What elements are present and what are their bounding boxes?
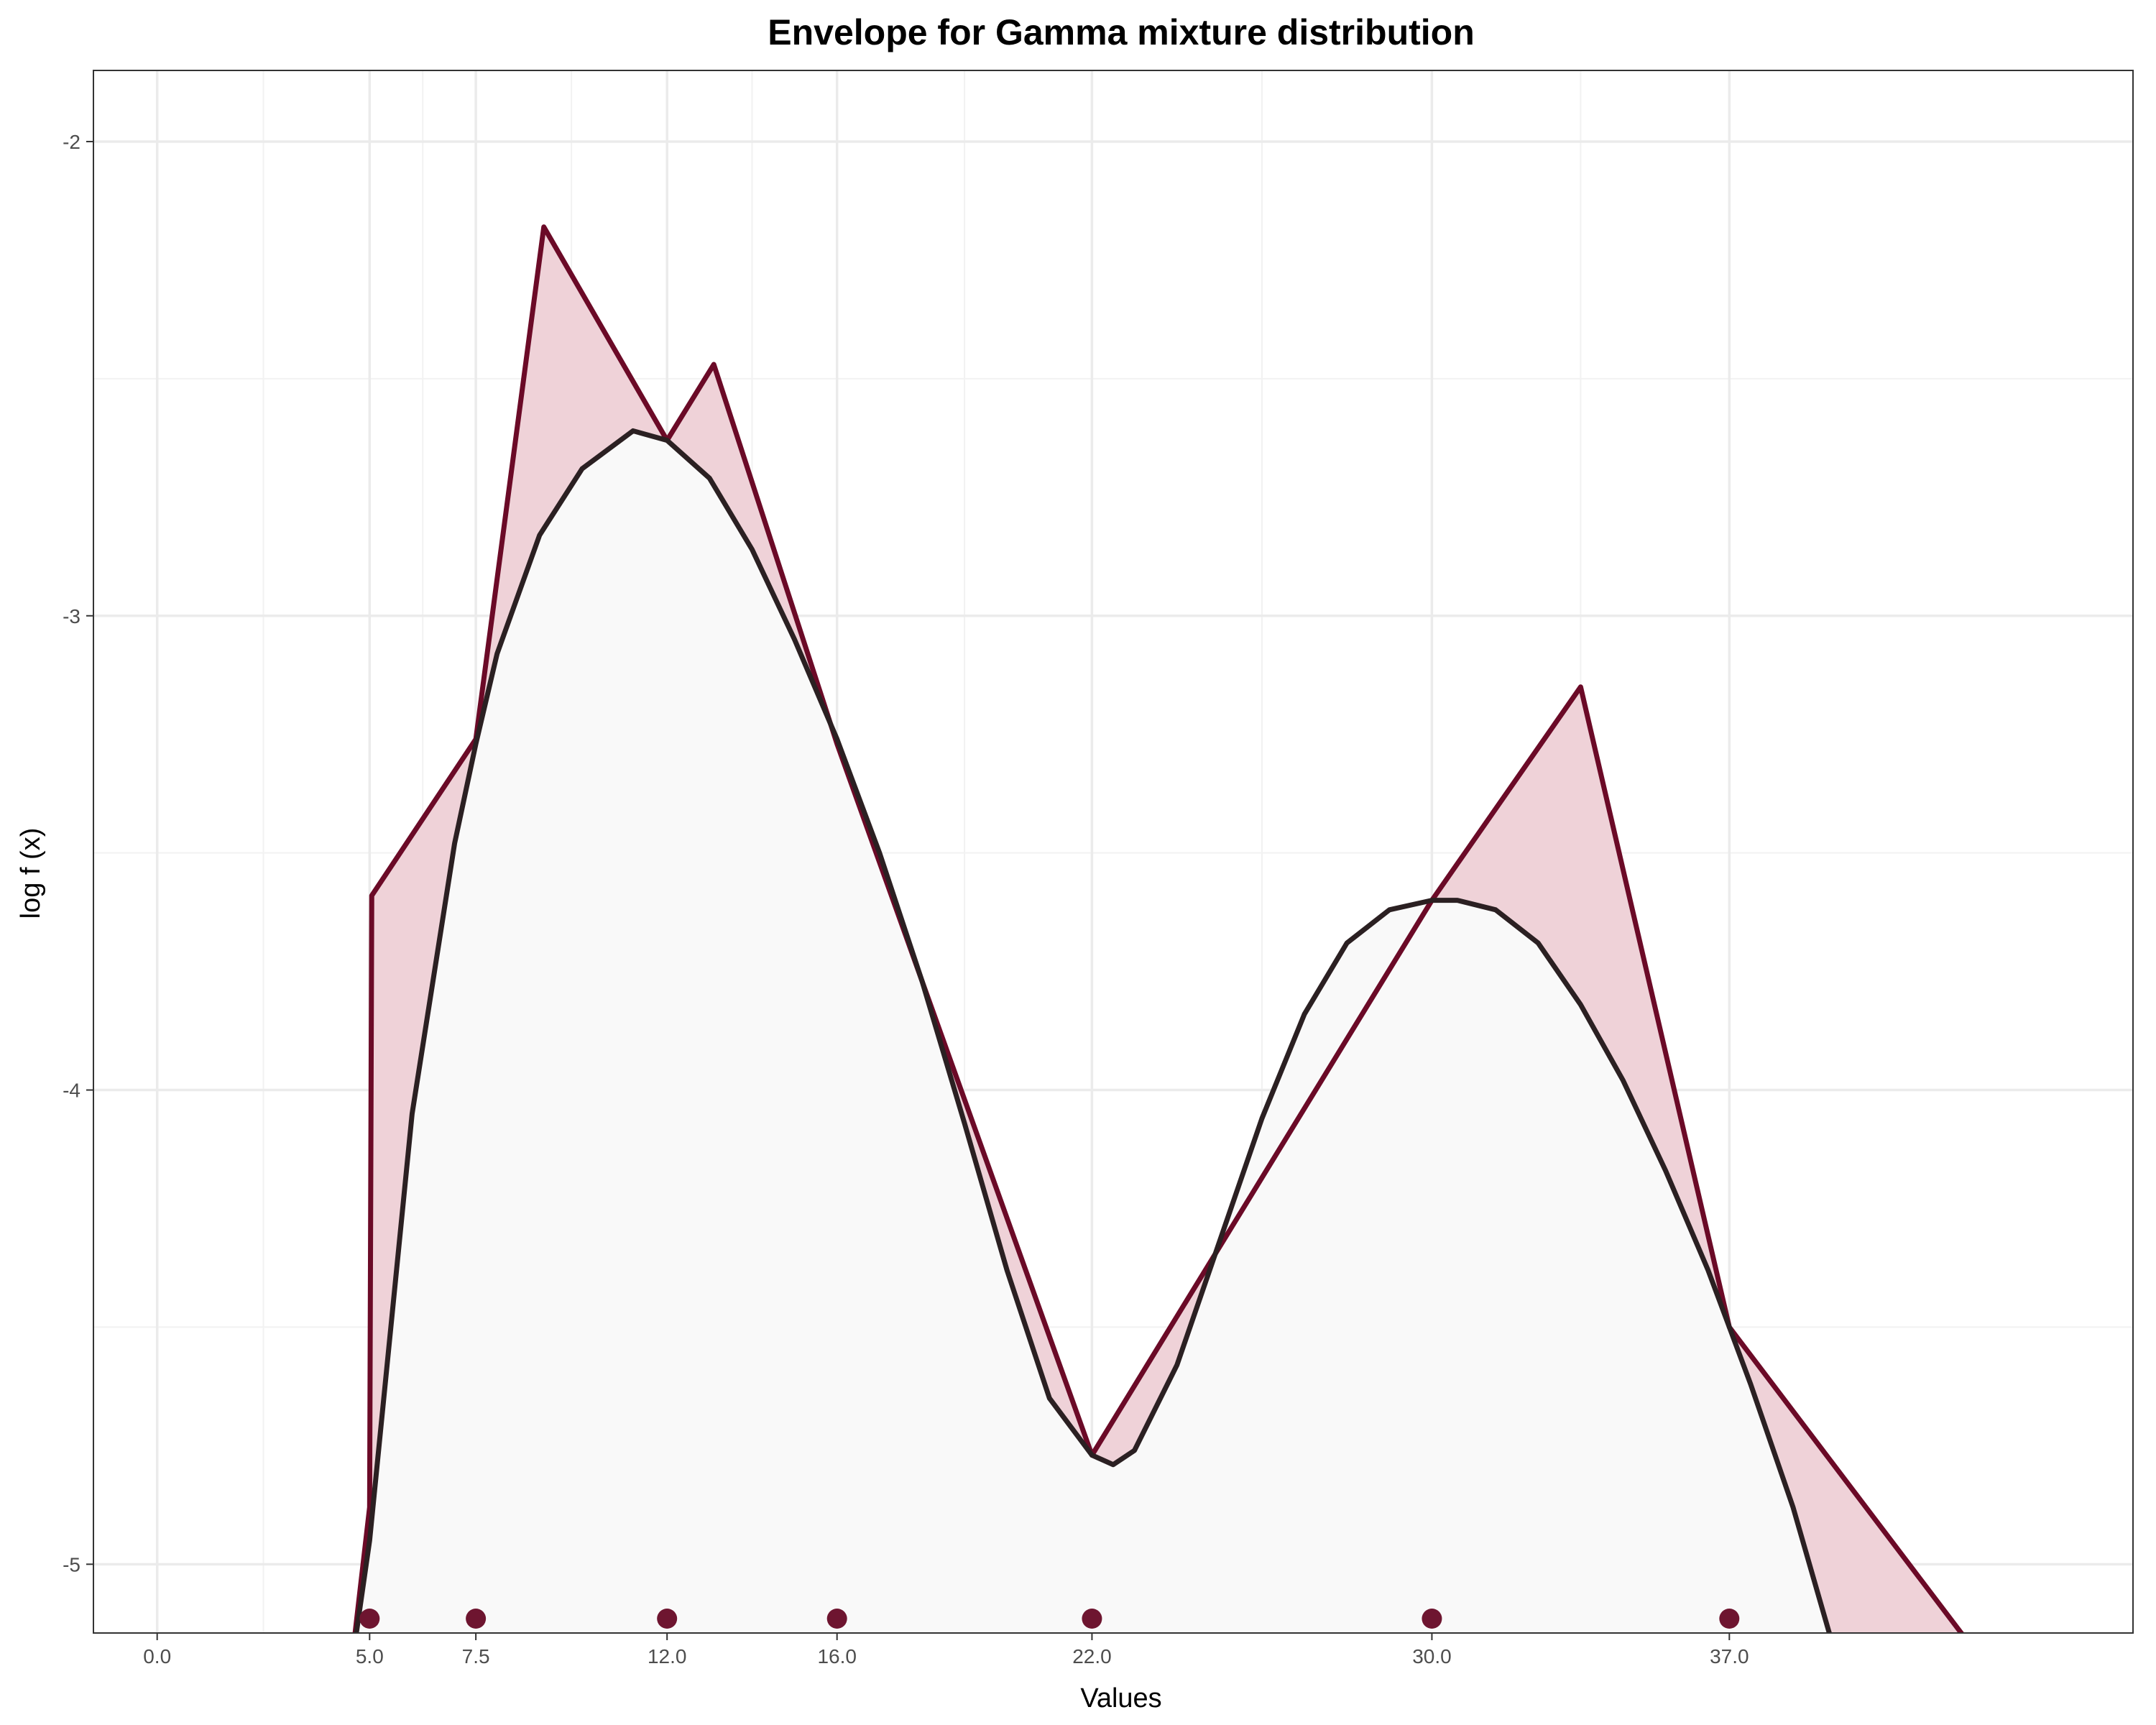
y-tick-label: -2 xyxy=(63,131,80,153)
points xyxy=(359,1609,1740,1629)
axes: 0.0 5.0 7.5 12.0 16.0 22.0 30.0 37.0 -2 -3 -4 -5 xyxy=(63,70,2134,1668)
data-point xyxy=(1422,1609,1442,1629)
data-point xyxy=(1082,1609,1102,1629)
x-tick-label: 16.0 xyxy=(817,1645,857,1668)
y-tick-label: -4 xyxy=(63,1080,80,1102)
envelope-line xyxy=(352,224,1965,1633)
data-point xyxy=(1719,1609,1740,1629)
series-fills xyxy=(352,226,1963,1633)
y-tick-label: -3 xyxy=(63,605,80,627)
y-axis-label: log f (x) xyxy=(16,828,46,919)
data-point xyxy=(466,1609,487,1629)
x-tick-label: 30.0 xyxy=(1412,1645,1452,1668)
x-tick-label: 5.0 xyxy=(356,1645,384,1668)
panel-border xyxy=(93,70,2134,1634)
data-point xyxy=(826,1609,847,1629)
series-lines xyxy=(352,224,1965,1633)
log-density-line xyxy=(354,428,1833,1633)
x-tick-label: 7.5 xyxy=(462,1645,490,1668)
x-tick-label: 0.0 xyxy=(143,1645,171,1668)
x-tick-label: 12.0 xyxy=(648,1645,687,1668)
x-axis-label: Values xyxy=(1080,1683,1161,1714)
chart-title: Envelope for Gamma mixture distribution xyxy=(768,12,1475,52)
data-point xyxy=(657,1609,678,1629)
x-tick-label: 22.0 xyxy=(1072,1645,1112,1668)
y-tick-label: -5 xyxy=(63,1553,80,1576)
log-density-fill xyxy=(352,431,1832,1633)
data-point xyxy=(359,1609,380,1629)
x-tick-label: 37.0 xyxy=(1710,1645,1749,1668)
